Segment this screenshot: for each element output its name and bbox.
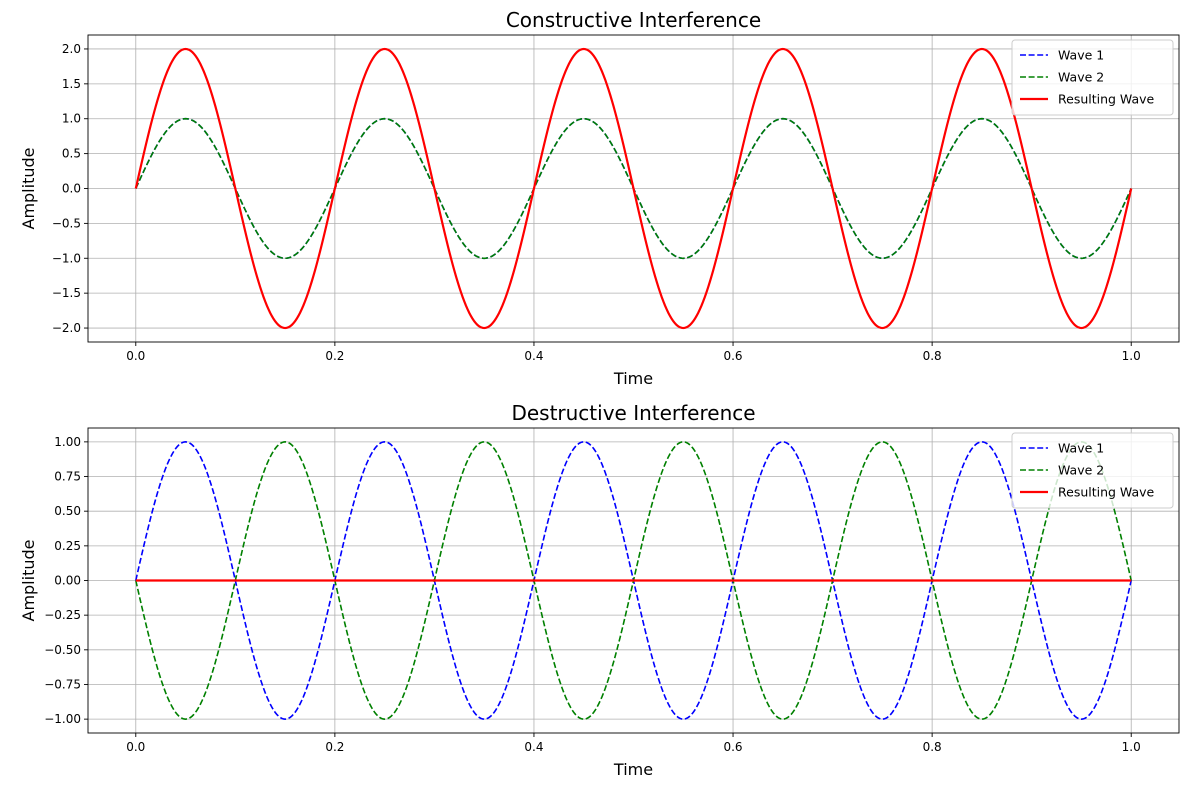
- series-group: [134, 47, 1133, 330]
- legend-box: [1011, 39, 1174, 116]
- x-tick-label: 0.8: [923, 740, 942, 754]
- legend-label: Resulting Wave: [1058, 92, 1155, 107]
- x-tick-label: 0.8: [923, 349, 942, 363]
- y-tick-label: 0.75: [54, 470, 81, 484]
- y-tick-label: 0.50: [54, 504, 81, 518]
- y-tick-label: 0.0: [62, 182, 81, 196]
- y-axis-label: Amplitude: [19, 540, 38, 622]
- legend-label: Resulting Wave: [1058, 485, 1155, 500]
- x-tick-label: 0.4: [524, 349, 543, 363]
- y-tick-label: 1.00: [54, 435, 81, 449]
- y-tick-label: −2.0: [52, 321, 81, 335]
- x-tick-label: 0.6: [723, 349, 742, 363]
- series-line-resulting-wave: [134, 47, 1133, 330]
- x-tick-label: 1.0: [1122, 349, 1141, 363]
- x-tick-label: 1.0: [1122, 740, 1141, 754]
- y-tick-label: 0.25: [54, 539, 81, 553]
- y-tick-label: −0.75: [44, 677, 81, 691]
- y-tick-label: −0.25: [44, 608, 81, 622]
- x-tick-label: 0.0: [126, 740, 145, 754]
- chart-title: Destructive Interference: [511, 401, 755, 425]
- y-tick-label: −1.5: [52, 286, 81, 300]
- y-tick-label: 1.0: [62, 112, 81, 126]
- x-tick-label: 0.6: [723, 740, 742, 754]
- y-tick-label: −0.50: [44, 643, 81, 657]
- y-axis-label: Amplitude: [19, 148, 38, 230]
- legend: Wave 1 Wave 2 Resulting Wave: [1011, 432, 1174, 509]
- x-tick-label: 0.4: [524, 740, 543, 754]
- legend-label: Wave 2: [1058, 463, 1104, 478]
- chart-1: 0.0 0.2 0.4 0.6 0.8 1.0 2.0 1.5 1.0 0.5 0.0 −0.5 −1.…: [19, 8, 1180, 388]
- y-tick-label: 0.00: [54, 574, 81, 588]
- legend-label: Wave 2: [1058, 70, 1104, 85]
- y-tick-label: −1.00: [44, 712, 81, 726]
- x-axis-label: Time: [613, 369, 653, 388]
- y-tick-label: 2.0: [62, 42, 81, 56]
- y-tick-label: −1.0: [52, 251, 81, 265]
- series-group: [135, 441, 1132, 720]
- x-tick-label: 0.2: [325, 349, 344, 363]
- chart-title: Constructive Interference: [506, 8, 761, 32]
- y-tick-label: 1.5: [62, 77, 81, 91]
- legend: Wave 1 Wave 2 Resulting Wave: [1011, 39, 1174, 116]
- legend-label: Wave 1: [1058, 48, 1104, 63]
- y-tick-label: −0.5: [52, 216, 81, 230]
- x-tick-label: 0.0: [126, 349, 145, 363]
- legend-box: [1011, 432, 1174, 509]
- x-axis-label: Time: [613, 760, 653, 779]
- legend-label: Wave 1: [1058, 441, 1104, 456]
- y-tick-label: 0.5: [62, 147, 81, 161]
- chart-2: 0.0 0.2 0.4 0.6 0.8 1.0 1.00 0.75 0.50 0.25 0.00 −0…: [19, 401, 1180, 779]
- x-tick-label: 0.2: [325, 740, 344, 754]
